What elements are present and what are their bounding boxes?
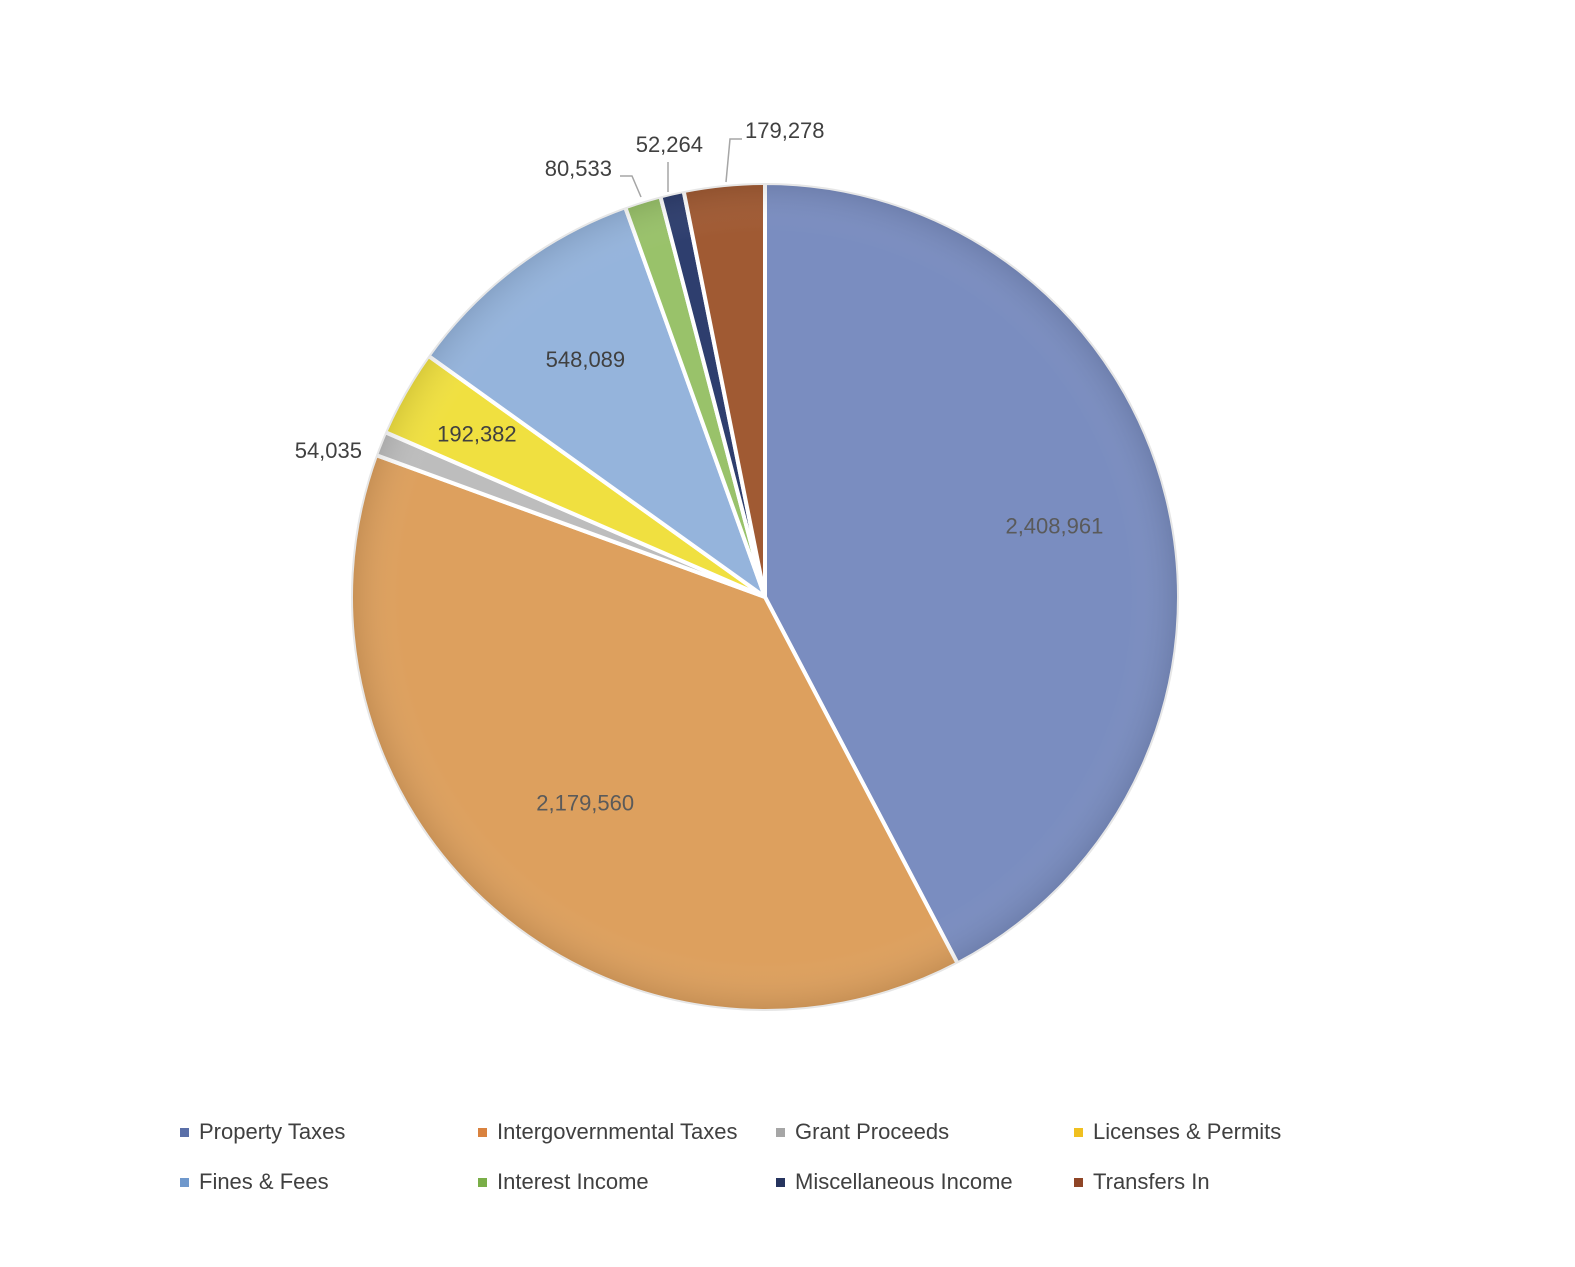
legend-swatch xyxy=(180,1127,189,1137)
legend-label: Fines & Fees xyxy=(199,1169,329,1194)
legend-item-property-taxes: Property Taxes xyxy=(180,1118,478,1146)
legend-item-fines-and-fees: Fines & Fees xyxy=(180,1168,478,1196)
legend-label: Licenses & Permits xyxy=(1093,1119,1282,1144)
legend-swatch xyxy=(776,1127,785,1137)
legend-item-transfers-in: Transfers In xyxy=(1074,1168,1372,1196)
legend-label: Interest Income xyxy=(497,1169,649,1194)
legend-swatch xyxy=(1074,1127,1083,1137)
legend-swatch xyxy=(478,1127,487,1137)
data-label-miscellaneous-income: 52,264 xyxy=(636,132,703,157)
legend-label: Miscellaneous Income xyxy=(795,1169,1013,1194)
leader-line-transfers-in xyxy=(725,138,742,183)
data-label-transfers-in: 179,278 xyxy=(745,118,825,143)
legend-label: Transfers In xyxy=(1093,1169,1210,1194)
slices-layer xyxy=(349,181,1181,1013)
legend-label: Property Taxes xyxy=(199,1119,346,1144)
leader-line-interest-income xyxy=(620,175,642,198)
legend-item-interest-income: Interest Income xyxy=(478,1168,776,1196)
leader-lines-layer xyxy=(620,138,742,198)
legend-label: Intergovernmental Taxes xyxy=(497,1119,738,1144)
legend: Property Taxes Intergovernmental Taxes Gra… xyxy=(180,1118,1430,1196)
legend-swatch xyxy=(180,1177,189,1187)
legend-item-licenses-and-permits: Licenses & Permits xyxy=(1074,1118,1372,1146)
legend-swatch xyxy=(776,1177,785,1187)
data-label-grant-proceeds: 54,035 xyxy=(295,438,362,463)
data-labels-layer: 2,408,961 2,179,560 54,035 192,382 548,089 80… xyxy=(295,118,1104,815)
data-label-intergovernmental-taxes: 2,179,560 xyxy=(536,790,634,815)
legend-item-intergovernmental-taxes: Intergovernmental Taxes xyxy=(478,1118,776,1146)
data-label-property-taxes: 2,408,961 xyxy=(1005,513,1103,538)
data-label-interest-income: 80,533 xyxy=(545,156,612,181)
legend-item-miscellaneous-income: Miscellaneous Income xyxy=(776,1168,1074,1196)
legend-label: Grant Proceeds xyxy=(795,1119,950,1144)
legend-swatch xyxy=(1074,1177,1083,1187)
legend-item-grant-proceeds: Grant Proceeds xyxy=(776,1118,1074,1146)
legend-swatch xyxy=(478,1177,487,1187)
data-label-licenses-and-permits: 192,382 xyxy=(437,421,517,446)
data-label-fines-and-fees: 548,089 xyxy=(546,347,626,372)
